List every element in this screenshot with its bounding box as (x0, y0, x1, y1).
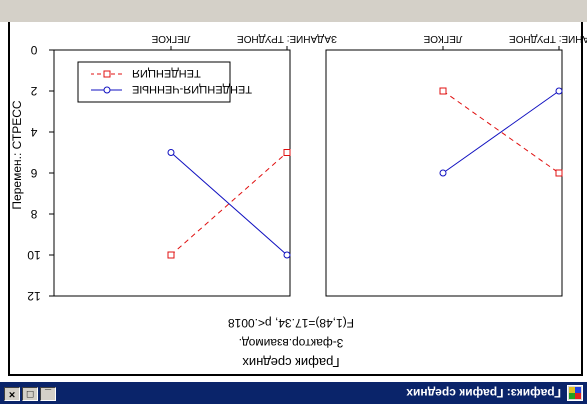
interaction-means-chart: График средних 3-фактор.взаимод. F(1,48)… (10, 11, 587, 370)
maximize-button[interactable]: □ (22, 387, 38, 401)
data-point-circle (555, 87, 563, 95)
data-point-circle (439, 169, 447, 177)
x-tick-label: ЗАДАНИЕ: ТРУДНОЕ (509, 33, 587, 44)
legend-marker-square (103, 70, 111, 78)
data-point-square (439, 87, 447, 95)
chart-subtitle: 3-фактор.взаимод. (239, 336, 344, 350)
legend-label-red: ТЕНДЕНЦИЯ (132, 67, 201, 79)
series-line-blue-solid (442, 90, 560, 174)
x-tick-label: ЗАДАНИЕ: ТРУДНОЕ (237, 33, 337, 44)
y-tick-label: 12 (27, 289, 41, 303)
chart-statistic: F(1,48)=17.34, p<.0018 (228, 316, 354, 330)
series-line-red-dashed (170, 152, 288, 256)
statistica-app-icon[interactable] (567, 385, 583, 401)
graph-client-area: График средних 3-фактор.взаимод. F(1,48)… (8, 4, 587, 376)
y-tick-label: 0 (30, 43, 37, 57)
series-line-blue-solid (170, 152, 288, 256)
y-tick-label: 10 (27, 248, 41, 262)
title-bar[interactable]: Графикз: График средних _ □ × (0, 382, 587, 404)
legend-marker-circle (103, 86, 111, 94)
x-tick-label: ЛЕГКОЕ (423, 33, 462, 44)
data-point-square (167, 251, 175, 259)
window-title: Графикз: График средних (406, 386, 561, 400)
close-button[interactable]: × (4, 387, 20, 401)
x-tick-label: ЛЕГКОЕ (151, 33, 190, 44)
y-tick-label: 2 (30, 84, 37, 98)
status-strip (0, 0, 587, 22)
y-tick-label: 8 (30, 207, 37, 221)
minimize-button[interactable]: _ (40, 387, 56, 401)
y-tick-label: 6 (30, 166, 37, 180)
series-line-red-dashed (442, 90, 560, 174)
legend: ТЕНДЕНЦИЯ ТЕНДЕНЦИЯ-ЧЕННЫЕ (77, 61, 252, 103)
data-point-square (283, 149, 291, 156)
y-tick-label: 4 (30, 125, 37, 139)
legend-box (77, 61, 231, 103)
y-axis-label: Перемен.: СТРЕСС (10, 100, 24, 209)
data-point-circle (167, 149, 175, 156)
chart-title: График средних (242, 355, 340, 370)
data-point-circle (283, 251, 291, 259)
data-point-square (555, 169, 563, 177)
legend-label-blue: ТЕНДЕНЦИЯ-ЧЕННЫЕ (132, 83, 252, 95)
